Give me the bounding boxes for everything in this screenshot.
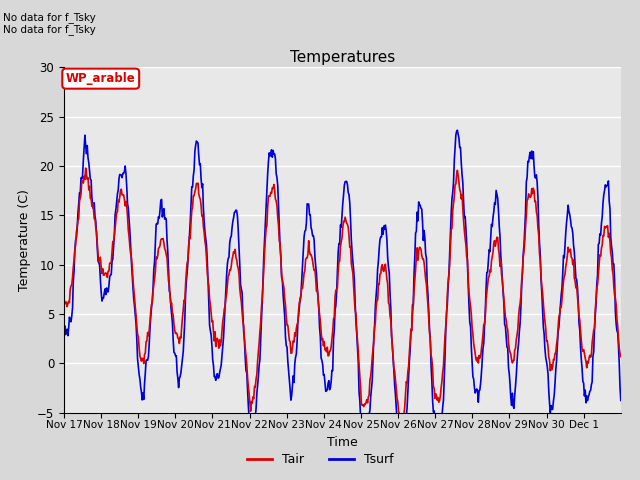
Tair <box>428 357 436 362</box>
Line: Tair: Tair <box>64 168 621 418</box>
Tair <box>70 257 78 263</box>
Line: Tsurf: Tsurf <box>64 130 621 418</box>
Tair <box>397 415 404 420</box>
Tsurf <box>184 259 192 265</box>
Tair <box>617 354 625 360</box>
Tsurf <box>454 127 461 133</box>
Tsurf <box>127 258 135 264</box>
Tsurf <box>70 268 78 274</box>
X-axis label: Time: Time <box>327 436 358 449</box>
Tsurf <box>245 415 253 420</box>
Text: No data for f_Tsky: No data for f_Tsky <box>3 12 96 23</box>
Tair <box>214 338 222 344</box>
Y-axis label: Temperature (C): Temperature (C) <box>19 189 31 291</box>
Tsurf <box>617 397 625 403</box>
Tsurf <box>214 371 221 377</box>
Tair <box>128 263 136 269</box>
Tair <box>185 246 193 252</box>
Text: WP_arable: WP_arable <box>66 72 136 85</box>
Tsurf <box>411 254 419 260</box>
Legend: Tair, Tsurf: Tair, Tsurf <box>242 448 398 471</box>
Tair <box>82 165 90 171</box>
Text: No data for f_Tsky: No data for f_Tsky <box>3 24 96 35</box>
Title: Temperatures: Temperatures <box>290 49 395 65</box>
Tair <box>60 295 68 301</box>
Tsurf <box>428 362 435 368</box>
Tsurf <box>60 328 68 334</box>
Tair <box>412 267 419 273</box>
